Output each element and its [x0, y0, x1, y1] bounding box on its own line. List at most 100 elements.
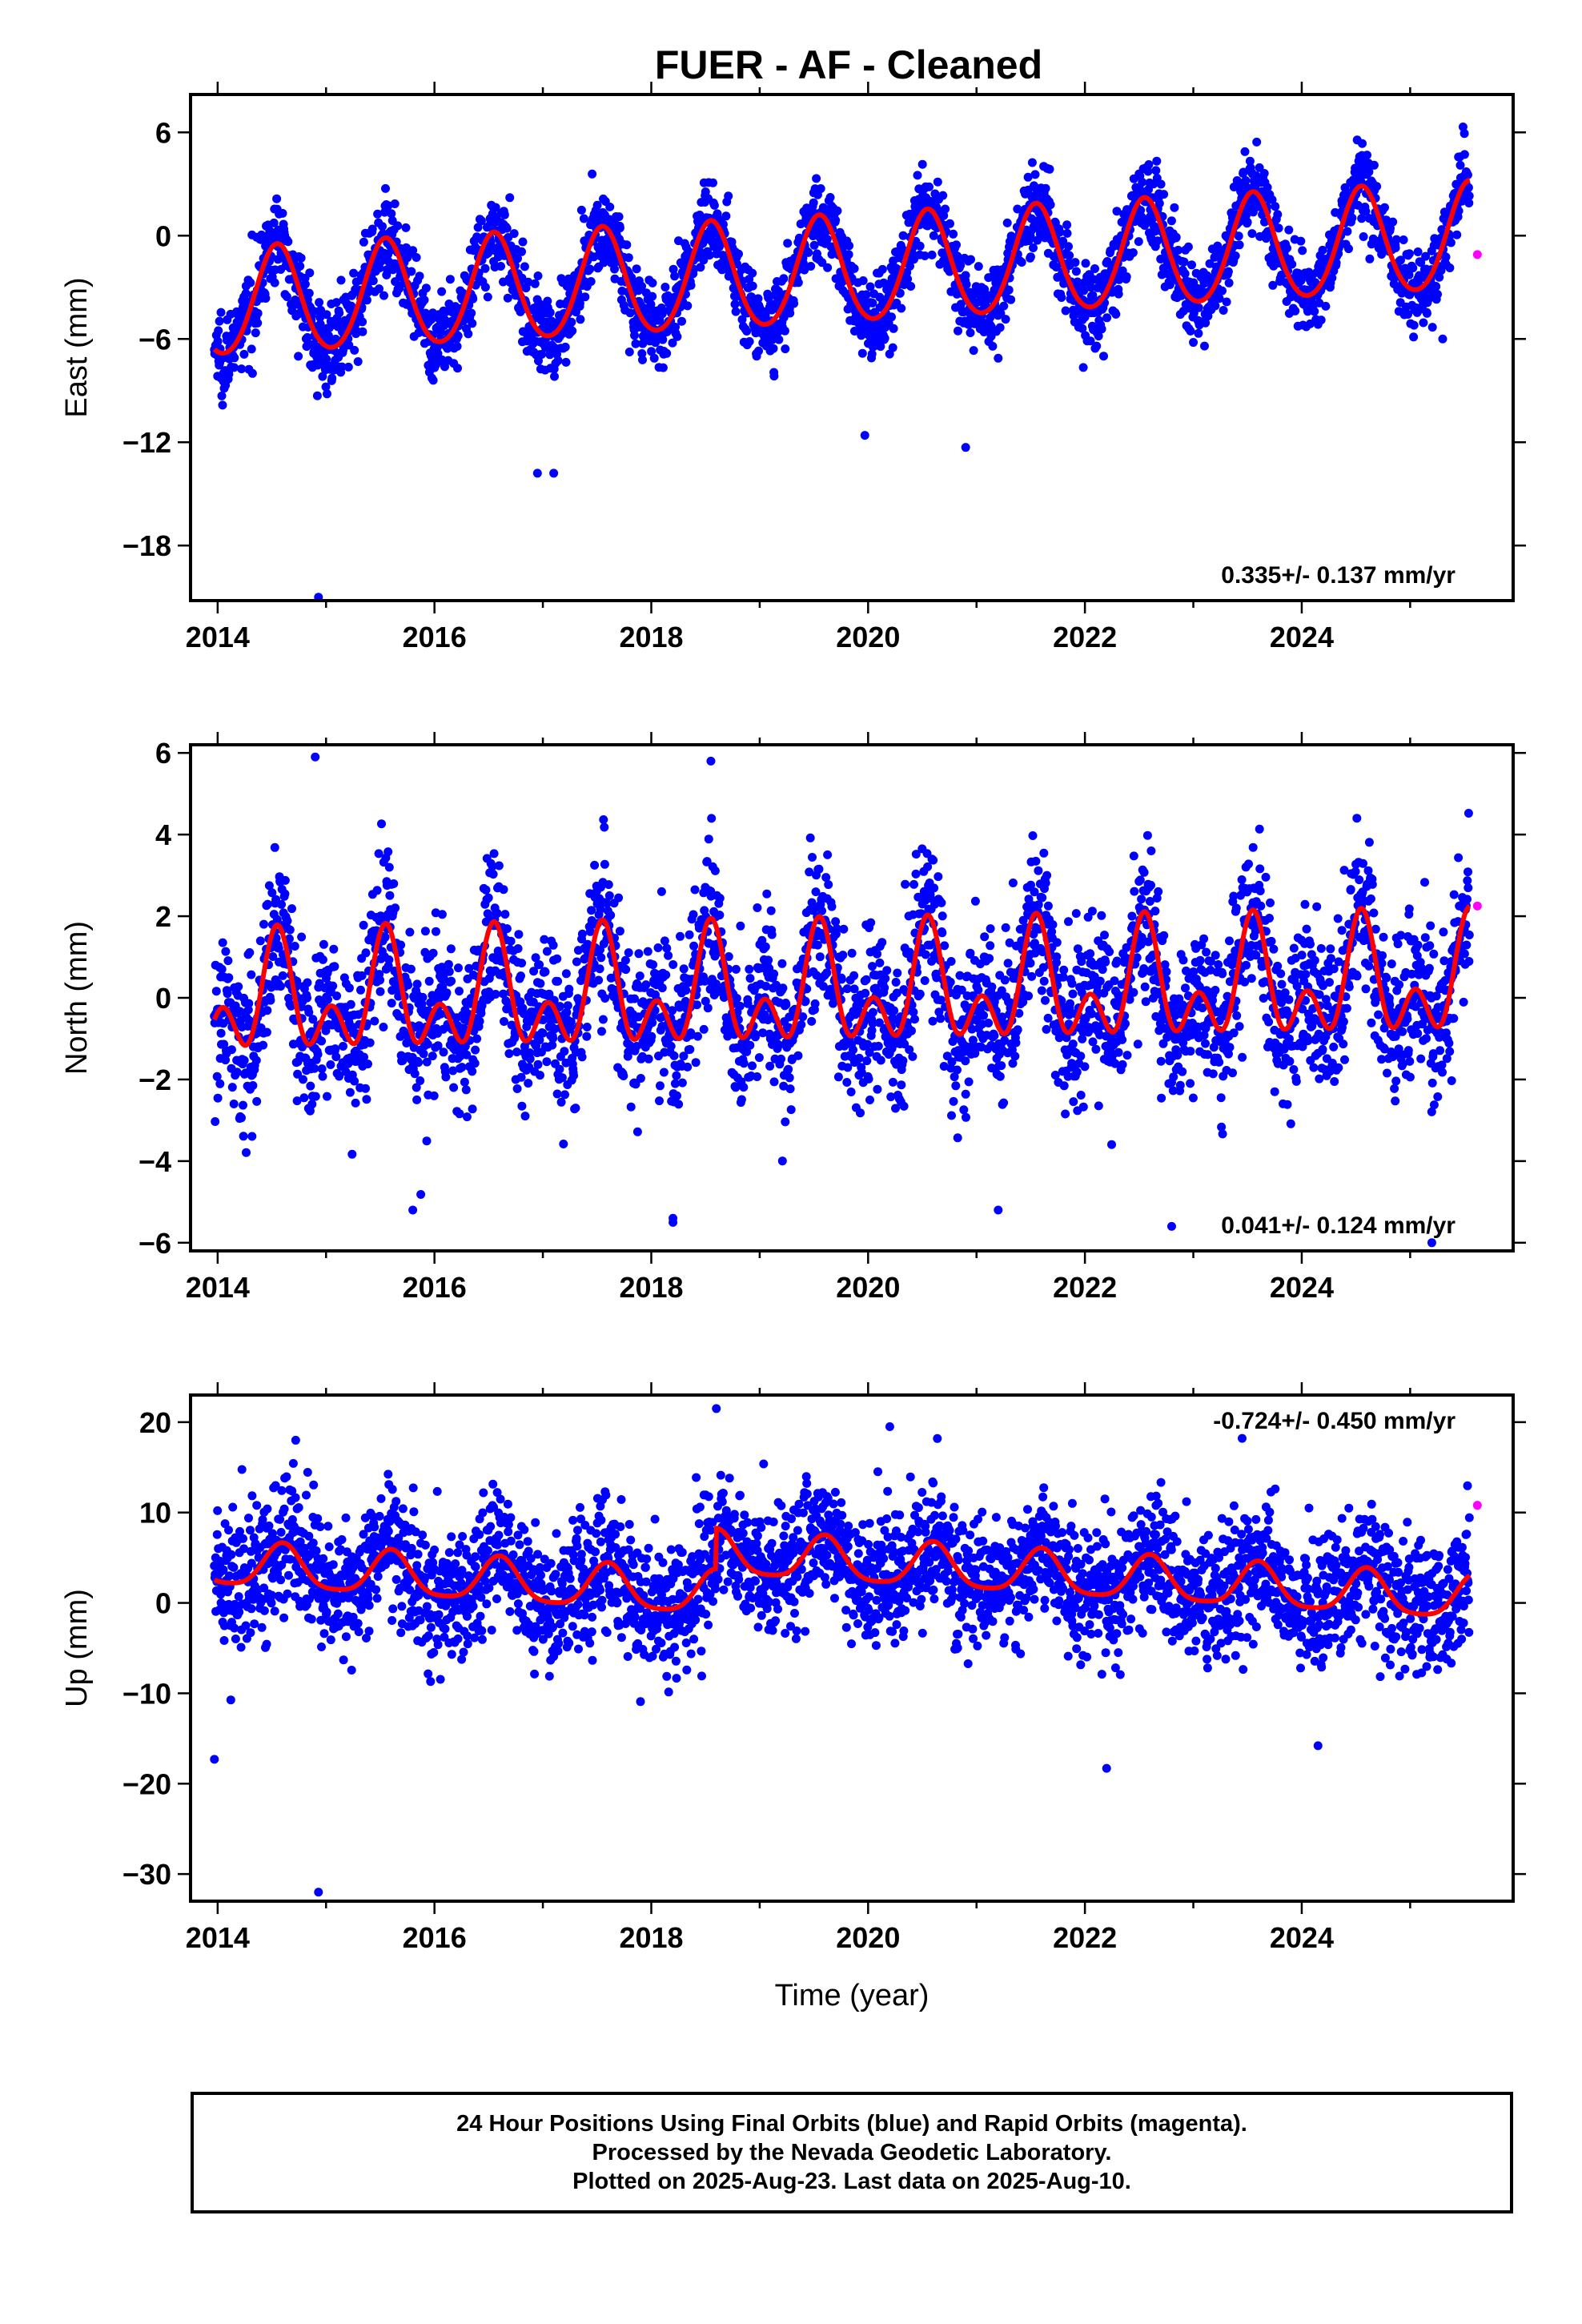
data-point — [956, 260, 966, 270]
data-point — [1179, 257, 1189, 267]
data-point — [701, 996, 710, 1006]
data-point — [552, 954, 562, 963]
data-point — [295, 261, 305, 271]
data-point — [324, 334, 334, 344]
data-point — [1152, 156, 1162, 166]
data-point — [797, 1020, 806, 1029]
data-point — [602, 899, 612, 908]
data-point — [1357, 214, 1367, 223]
data-point — [363, 1059, 372, 1069]
data-point — [452, 342, 462, 351]
data-point — [774, 335, 784, 344]
data-point — [536, 1071, 544, 1080]
data-point — [213, 1093, 223, 1103]
data-point — [622, 240, 632, 250]
data-point — [615, 927, 624, 936]
data-point — [428, 948, 438, 958]
data-point — [484, 893, 493, 903]
data-point — [669, 960, 678, 969]
data-point — [517, 959, 527, 968]
data-point — [882, 966, 892, 975]
data-point — [769, 969, 779, 979]
data-point — [769, 1077, 779, 1087]
data-point — [322, 354, 331, 364]
data-point — [823, 850, 833, 859]
data-point — [1219, 306, 1228, 315]
data-point — [1399, 235, 1408, 244]
data-point — [1055, 227, 1065, 237]
data-point — [693, 1000, 701, 1010]
data-point — [290, 942, 299, 951]
data-point — [370, 1016, 379, 1026]
data-point — [906, 282, 916, 291]
data-point — [362, 296, 371, 305]
data-point — [898, 231, 908, 240]
data-point — [1460, 150, 1469, 159]
data-point — [1154, 199, 1164, 208]
data-point — [218, 938, 227, 947]
data-point — [833, 1072, 843, 1082]
data-point — [874, 1018, 884, 1027]
data-point — [635, 971, 644, 981]
data-point — [742, 327, 752, 336]
final-orbit-points — [210, 752, 1474, 1248]
data-point — [888, 343, 897, 352]
data-point — [553, 976, 563, 986]
data-point — [938, 191, 948, 200]
data-point — [412, 253, 421, 262]
data-point — [221, 1055, 231, 1065]
data-point — [468, 319, 477, 328]
data-point — [630, 331, 639, 340]
data-point — [1419, 318, 1428, 328]
data-point — [1001, 315, 1010, 324]
data-point — [966, 255, 975, 264]
data-point — [560, 1090, 569, 1100]
data-point — [241, 288, 251, 298]
data-point — [763, 1015, 773, 1024]
data-point — [620, 955, 630, 965]
data-point — [356, 985, 365, 995]
data-point — [1252, 137, 1262, 147]
data-point — [798, 258, 808, 267]
data-point — [213, 336, 223, 346]
data-point — [516, 971, 525, 981]
data-point — [777, 959, 787, 968]
data-point — [913, 171, 922, 180]
data-point — [868, 298, 877, 308]
data-point — [545, 350, 555, 360]
data-point — [641, 980, 651, 990]
data-point — [1331, 258, 1341, 267]
data-point — [614, 212, 624, 222]
data-point — [299, 1093, 309, 1103]
data-point — [216, 308, 226, 317]
data-point — [644, 1054, 653, 1063]
data-point — [1102, 313, 1112, 323]
data-point — [849, 984, 859, 994]
data-point — [576, 315, 585, 324]
data-point — [675, 1003, 685, 1012]
data-point — [925, 182, 934, 191]
data-point — [1267, 195, 1277, 204]
data-point — [215, 316, 224, 326]
data-point — [632, 264, 641, 274]
data-point — [305, 1106, 315, 1116]
data-point — [416, 1190, 426, 1199]
data-point — [448, 1066, 458, 1076]
data-point — [1311, 278, 1320, 287]
data-point — [248, 1081, 258, 1090]
data-point — [1298, 246, 1307, 255]
panel-north: 2014 2016 2018 2020 2022 20246420−2−4−6North … — [60, 732, 1526, 1304]
data-point — [1403, 310, 1412, 319]
data-point — [1460, 129, 1469, 139]
data-point — [873, 949, 881, 959]
data-point — [550, 372, 559, 381]
data-point — [631, 1080, 640, 1089]
data-point — [1092, 341, 1102, 351]
data-point — [949, 229, 958, 239]
data-point — [772, 980, 781, 990]
data-point — [245, 948, 255, 957]
data-point — [842, 1078, 852, 1087]
data-point — [351, 1098, 360, 1108]
data-point — [597, 1027, 606, 1036]
data-point — [805, 867, 814, 877]
